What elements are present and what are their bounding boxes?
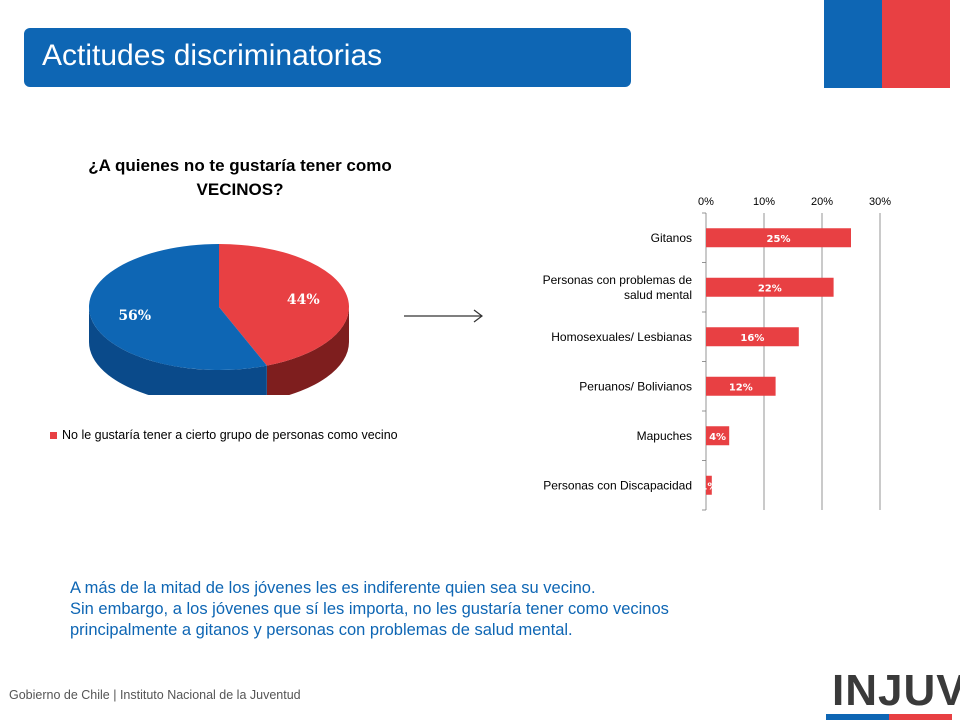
injuv-logo: INJUV <box>832 666 960 715</box>
category-label: Homosexuales/ Lesbianas <box>551 330 692 344</box>
legend-label: No le gustaría tener a cierto grupo de p… <box>62 428 398 442</box>
arrow-icon <box>404 309 483 323</box>
bar <box>706 327 799 347</box>
x-tick-label: 0% <box>698 196 714 208</box>
summary-line-2: Sin embargo, a los jóvenes que sí les im… <box>70 600 669 618</box>
pie-data-label: 44% <box>287 292 320 308</box>
title-banner: Actitudes discriminatorias <box>24 28 631 87</box>
bar <box>706 426 730 446</box>
summary-line-3: principalmente a gitanos y personas con … <box>70 621 573 639</box>
pie-slice-side <box>266 307 349 395</box>
pie-chart: 44% 56% <box>89 244 350 395</box>
flag-red-stripe <box>882 0 950 88</box>
footer-text: Gobierno de Chile | Instituto Nacional d… <box>9 688 301 702</box>
category-label: Personas con problemas de salud mental <box>543 273 693 302</box>
bar-data-label: 22% <box>758 283 782 294</box>
category-label: Personas con Discapacidad <box>543 478 692 492</box>
category-label: Peruanos/ Bolivianos <box>579 379 692 393</box>
flag-blue-stripe <box>824 0 882 88</box>
bar-data-label: 25% <box>767 234 791 245</box>
category-label: Mapuches <box>637 429 692 443</box>
pie-title-line-2: VECINOS? <box>196 180 284 199</box>
pie-data-label: 56% <box>118 308 151 324</box>
pie-slice-side <box>89 307 267 395</box>
logo-flag-bar <box>826 714 952 720</box>
bar <box>706 376 776 396</box>
legend-swatch <box>50 431 57 439</box>
summary-line-1: A más de la mitad de los jóvenes les es … <box>70 579 596 597</box>
x-tick-label: 10% <box>753 196 775 208</box>
category-label: Gitanos <box>651 231 692 245</box>
bar-chart: 0% 10% 20% 30% 25% Gitanos 22% Personas con pro… <box>543 196 891 511</box>
bar-data-label: 1% <box>700 481 717 492</box>
pie-chart-title: ¿A quienes no te gustaría tener como VEC… <box>60 154 420 202</box>
x-tick-label: 30% <box>869 196 891 208</box>
bar <box>706 228 851 248</box>
bar <box>706 277 834 297</box>
pie-legend: No le gustaría tener a cierto grupo de p… <box>50 428 398 442</box>
bar-data-label: 4% <box>709 432 726 443</box>
pie-slice <box>219 244 350 366</box>
page-title: Actitudes discriminatorias <box>42 39 383 72</box>
summary-text: A más de la mitad de los jóvenes les es … <box>70 578 790 641</box>
bar-data-label: 12% <box>729 382 753 393</box>
bar <box>706 475 712 495</box>
x-tick-label: 20% <box>811 196 833 208</box>
pie-title-line-1: ¿A quienes no te gustaría tener como <box>88 156 392 175</box>
pie-slice <box>89 244 267 370</box>
bar-data-label: 16% <box>740 333 764 344</box>
